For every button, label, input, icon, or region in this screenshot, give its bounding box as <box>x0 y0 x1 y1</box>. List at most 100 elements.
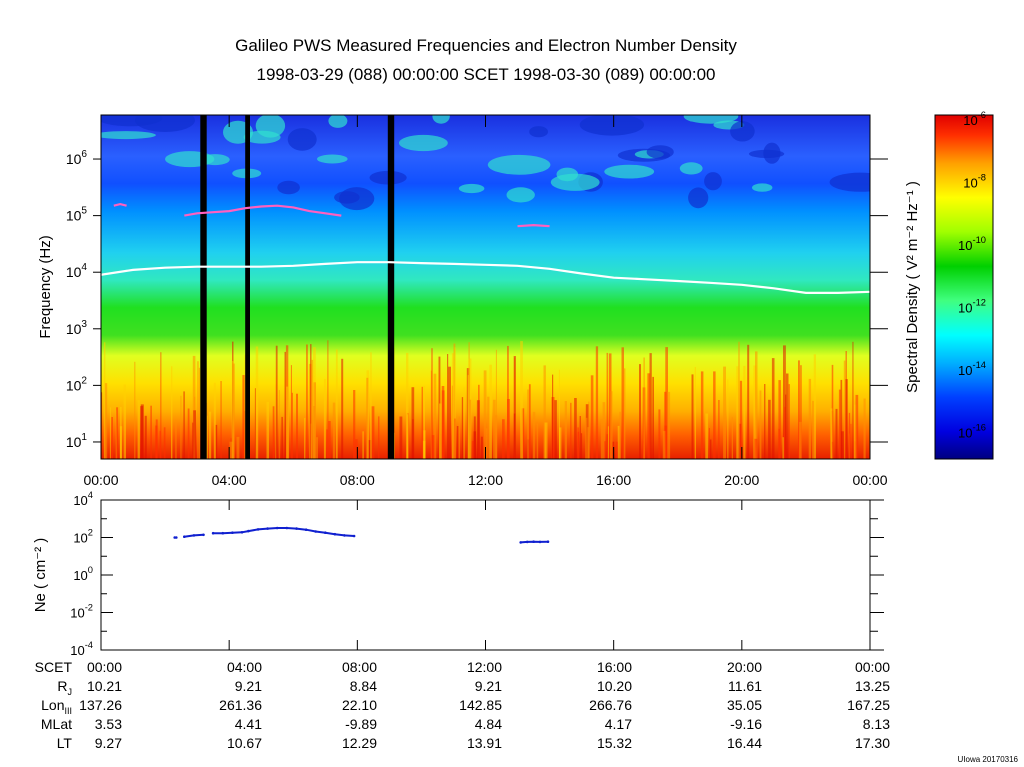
ephemeris-value: 4.17 <box>605 716 632 732</box>
spectrogram-streak <box>841 431 844 459</box>
x-tick-label: 00:00 <box>852 472 887 488</box>
spectrogram-streak <box>171 366 173 459</box>
spectrogram-streak <box>208 411 212 459</box>
spectrogram-streak <box>528 384 531 459</box>
spectrogram-patch <box>432 115 450 124</box>
spectrogram-streak <box>782 437 784 459</box>
x-tick-label: 04:00 <box>212 472 247 488</box>
spectrogram-streak <box>144 415 147 459</box>
x-tick-label: 16:00 <box>596 472 631 488</box>
spectrogram-streak <box>813 354 816 459</box>
spectrogram-streak <box>755 351 758 459</box>
spectrogram-streak <box>155 419 158 459</box>
spectrogram-streak <box>607 426 609 459</box>
spectrogram-streak <box>662 430 666 459</box>
spectrogram-streak <box>123 384 126 459</box>
spectrogram-streak <box>180 395 182 459</box>
spectrogram-streak <box>799 421 802 459</box>
spectrogram-streak <box>310 344 312 459</box>
density-point <box>525 540 529 544</box>
spectrogram-streak <box>778 428 780 459</box>
spectrogram-streak <box>296 393 298 459</box>
colorbar-label: Spectral Density ( V² m⁻² Hz⁻¹ ) <box>904 181 921 393</box>
spectrogram-streak <box>448 366 451 459</box>
spectrogram-streak <box>120 406 122 459</box>
spectrogram-streak <box>527 389 529 459</box>
spectrogram-streak <box>639 364 641 459</box>
spectrogram-patch <box>579 115 645 136</box>
ephemeris-value: 15.32 <box>597 735 632 751</box>
spectrogram-streak <box>431 348 433 459</box>
credit-label: UIowa 20170316 <box>958 755 1019 764</box>
spectrogram-streak <box>183 391 185 459</box>
colorbar-scale <box>934 114 994 460</box>
y-tick-label: 106 <box>66 149 88 167</box>
spectrogram-streak <box>463 387 465 459</box>
spectrogram-streak <box>831 364 834 459</box>
spectrogram-streak <box>559 427 562 459</box>
y-tick-label: 101 <box>66 432 88 450</box>
spectrogram-streak <box>778 380 781 459</box>
ephemeris-value: 9.21 <box>235 678 262 694</box>
spectrogram-streak <box>483 370 487 459</box>
spectrogram-patch <box>101 131 156 140</box>
spectrogram-patch <box>399 134 448 152</box>
spectrogram-streak <box>160 352 162 459</box>
spectrogram-streak <box>727 379 729 459</box>
data-gaps <box>200 115 395 459</box>
spectrogram-streak <box>213 382 216 459</box>
spectrogram-streak <box>215 424 218 459</box>
density-point <box>519 541 522 544</box>
spectrogram-streak <box>579 416 581 459</box>
spectrogram-streak <box>140 406 144 459</box>
spectrogram-streak <box>327 340 329 459</box>
spectrogram-streak <box>544 422 548 459</box>
spectrogram-streak <box>433 373 437 459</box>
density-point <box>202 533 205 537</box>
colorbar-tick-label: 10-14 <box>958 360 986 378</box>
spectrogram-streak <box>647 373 651 459</box>
spectrogram-streak <box>848 412 851 459</box>
spectrogram-streak <box>768 399 771 459</box>
spectrogram-patch <box>287 128 317 151</box>
spectrogram-patch <box>317 154 348 164</box>
spectrogram-streak <box>304 417 306 459</box>
ephemeris-value: 9.21 <box>475 678 502 694</box>
spectrogram-streak <box>812 400 814 459</box>
spectrogram-streak <box>137 400 140 459</box>
spectrogram-streak <box>371 406 375 459</box>
spectrogram-streak <box>830 408 833 459</box>
density-y-label: Ne ( cm⁻² ) <box>32 538 49 613</box>
spectrogram-streak <box>421 386 423 459</box>
spectrogram-streak <box>558 369 560 459</box>
density-point <box>343 534 346 537</box>
spectrogram-streak <box>783 345 786 459</box>
spectrogram-streak <box>718 400 720 459</box>
spectrogram-y-axis: 101 102 103 104 105 106 <box>66 149 888 450</box>
density-point <box>175 536 178 539</box>
spectrogram-streak <box>439 434 442 459</box>
spectrogram-streak <box>323 378 326 459</box>
spectrogram-patch <box>487 154 551 175</box>
ephemeris-value: 00:00 <box>87 659 122 675</box>
spectrogram-streak <box>652 376 654 459</box>
x-tick-label: 20:00 <box>724 472 759 488</box>
ephemeris-value: -9.16 <box>730 716 762 732</box>
spectrogram-streak <box>150 405 152 459</box>
spectrogram-streak <box>370 352 372 459</box>
spectrogram-y-label: Frequency (Hz) <box>37 235 54 338</box>
spectrogram-streak <box>623 368 626 459</box>
ephemeris-value: -9.89 <box>345 716 377 732</box>
spectrogram-streak <box>667 391 671 459</box>
ephemeris-value: 4.41 <box>235 716 262 732</box>
spectrogram-streak <box>489 364 492 459</box>
spectrogram-streak <box>467 375 469 459</box>
spectrogram-streak <box>723 366 726 459</box>
spectrogram-streak <box>580 433 583 459</box>
spectrogram-patch <box>339 187 375 211</box>
spectrogram-streak <box>619 411 621 459</box>
data-gap-bar <box>245 115 250 459</box>
spectrogram-streak <box>480 436 483 459</box>
chart-title: Galileo PWS Measured Frequencies and Ele… <box>235 36 737 55</box>
density-point <box>352 534 356 538</box>
